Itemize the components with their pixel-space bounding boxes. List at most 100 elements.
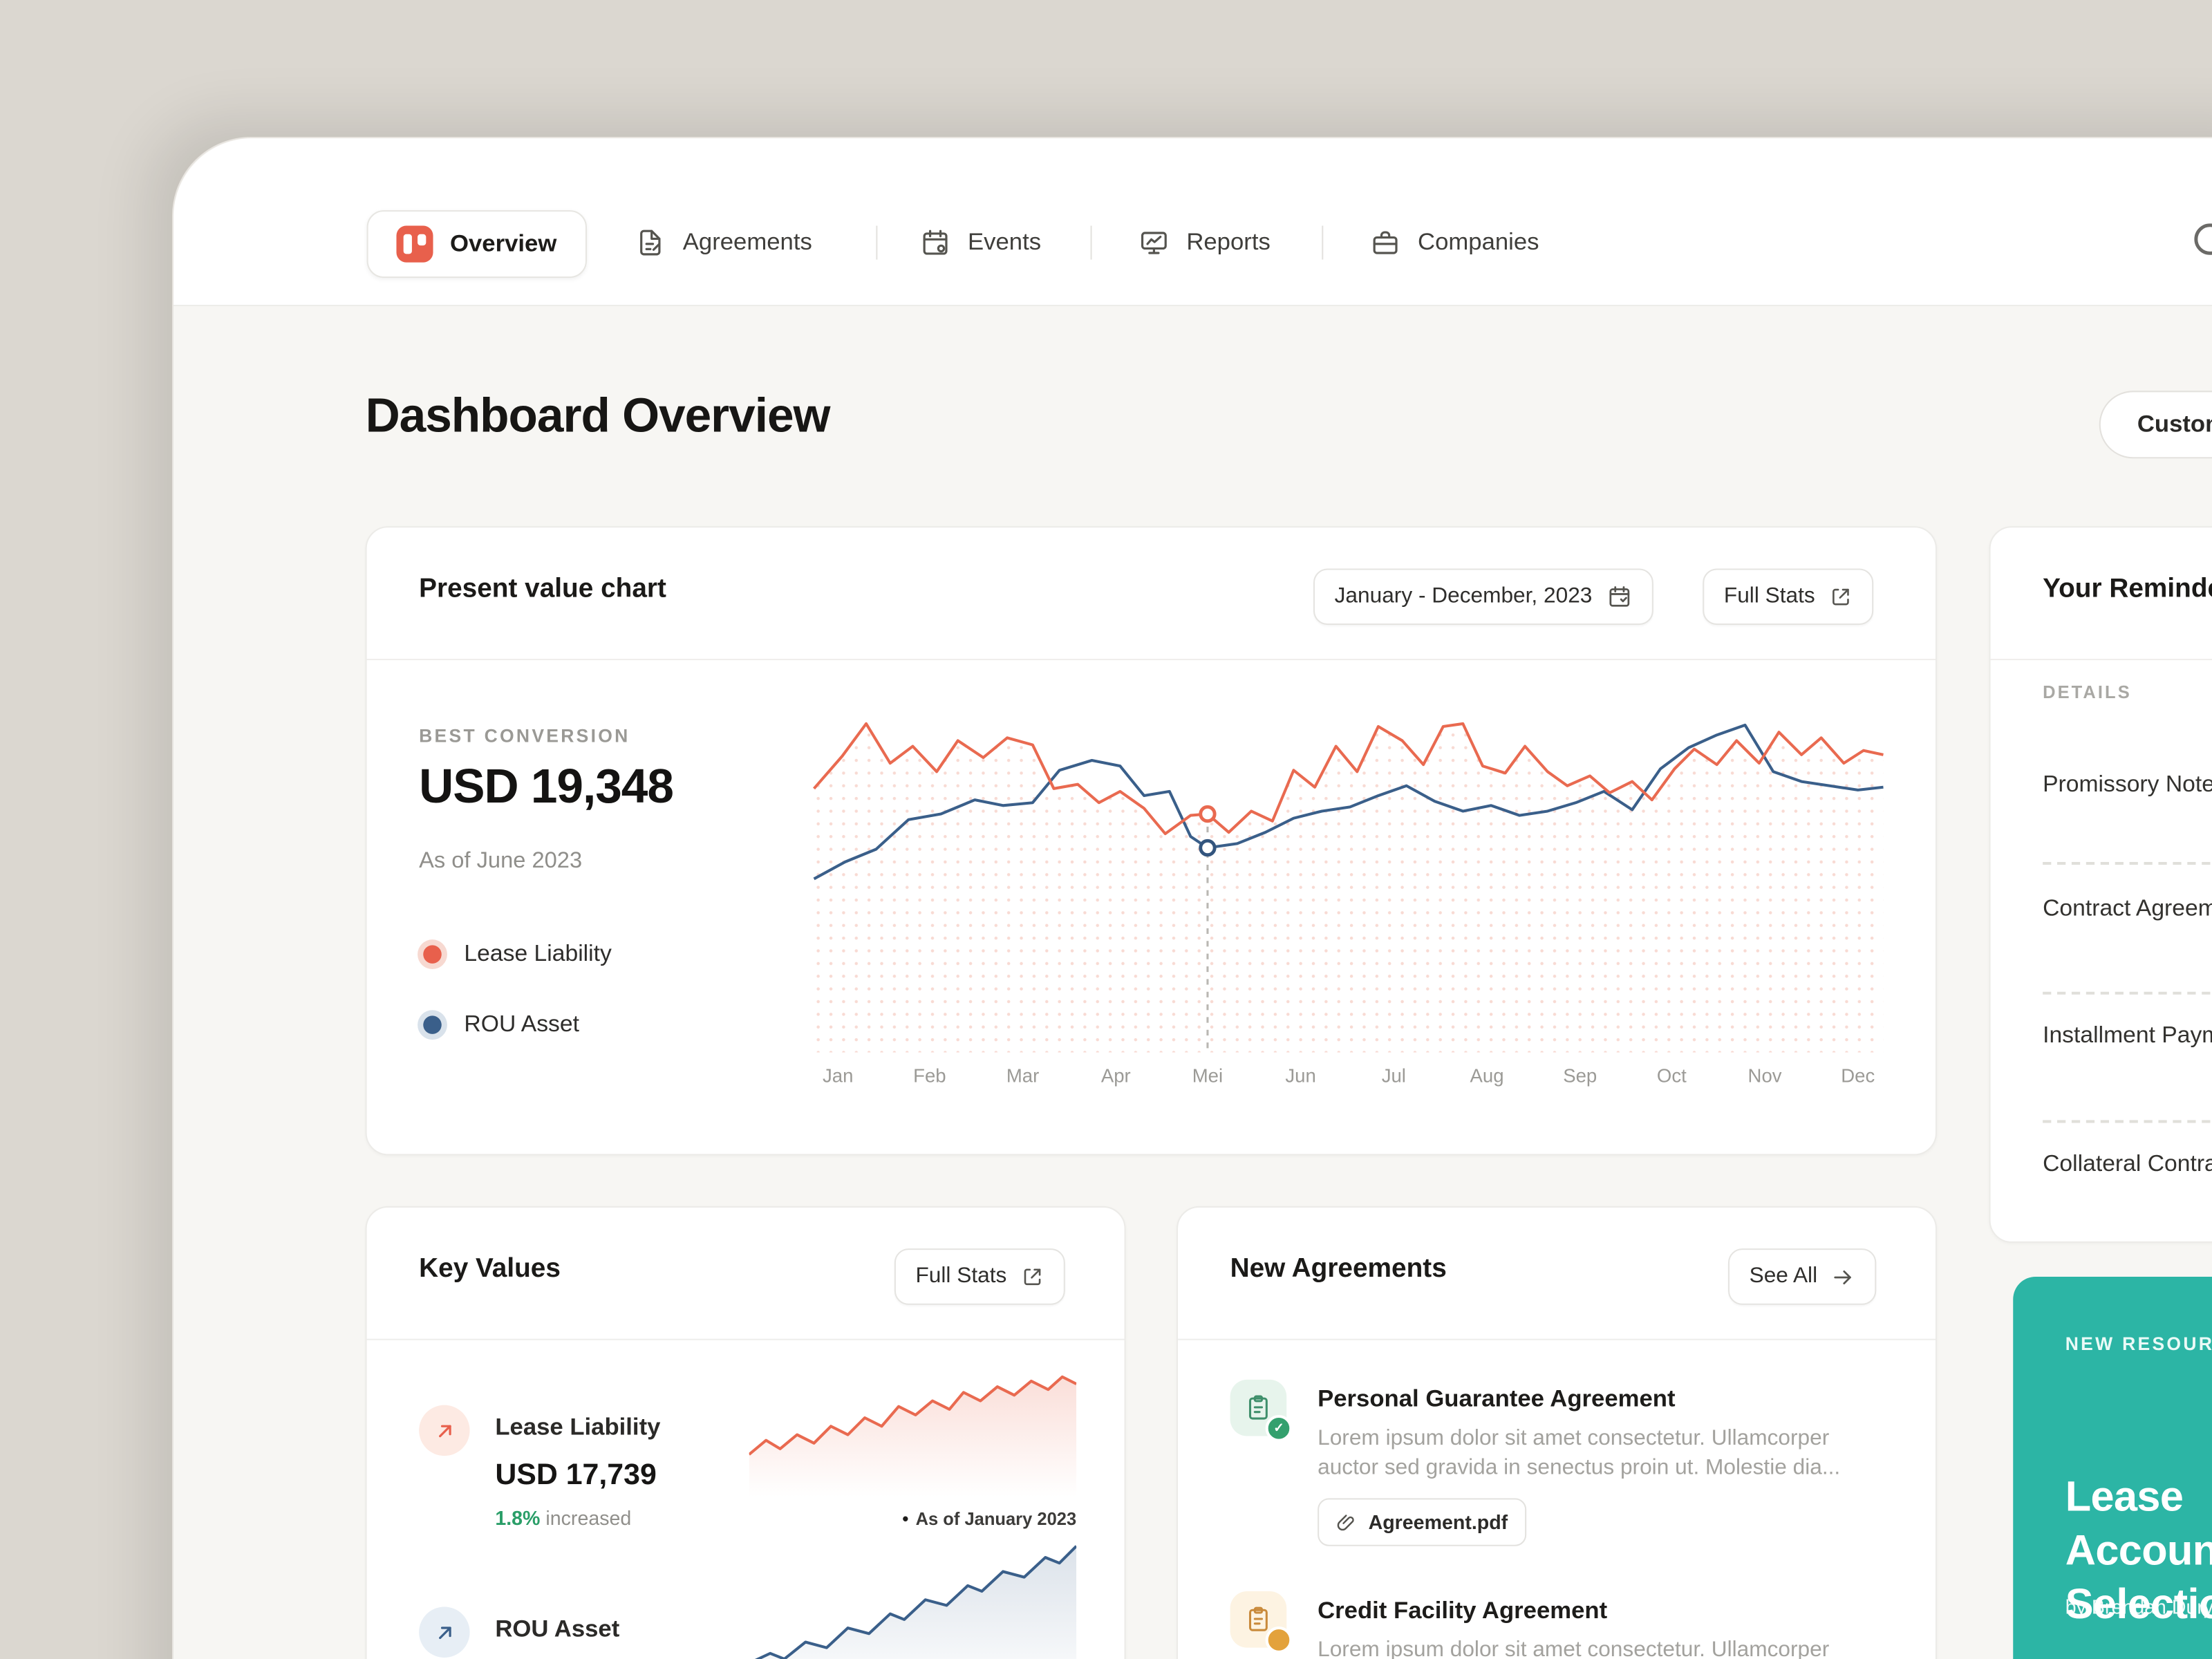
agreement-title[interactable]: Personal Guarantee Agreement xyxy=(1318,1385,1676,1412)
card-title: New Agreements xyxy=(1230,1254,1447,1284)
reminder-item[interactable]: Contract Agreement xyxy=(2043,895,2212,921)
see-all-label: See All xyxy=(1749,1264,1818,1288)
customize-button[interactable]: Customize xyxy=(2099,391,2212,459)
svg-text:Aug: Aug xyxy=(1470,1065,1504,1086)
see-all-button[interactable]: See All xyxy=(1728,1248,1877,1305)
divider xyxy=(366,659,1936,661)
card-title: Key Values xyxy=(419,1254,561,1284)
tab-companies[interactable]: Companies xyxy=(1370,210,1539,275)
card-title: Your Reminders xyxy=(2043,574,2212,604)
search-icon[interactable] xyxy=(2188,217,2212,265)
nav-divider xyxy=(876,225,878,260)
sparkline-caption: • As of January 2023 xyxy=(902,1509,1077,1530)
nav-divider xyxy=(1322,225,1324,260)
lease-liability-sparkline xyxy=(749,1375,1077,1497)
page-title: Dashboard Overview xyxy=(365,389,831,443)
reminder-item[interactable]: Collateral Contract xyxy=(2043,1151,2212,1177)
external-link-icon xyxy=(1021,1266,1044,1288)
document-pen-icon xyxy=(635,227,666,259)
key-value-label: ROU Asset xyxy=(495,1615,620,1642)
calendar-check-icon xyxy=(1606,584,1632,610)
dashed-divider xyxy=(2043,1120,2212,1123)
briefcase-icon xyxy=(1370,227,1401,259)
attachment-name: Agreement.pdf xyxy=(1368,1510,1508,1534)
card-title: Present value chart xyxy=(419,574,666,604)
tab-reports[interactable]: Reports xyxy=(1138,210,1271,275)
marker-point-blue xyxy=(1199,838,1217,857)
legend-dot-red xyxy=(423,945,442,964)
tab-events[interactable]: Events xyxy=(920,210,1041,275)
tab-label: Agreements xyxy=(682,228,812,256)
monitor-chart-icon xyxy=(1138,227,1170,259)
best-conversion-value: USD 19,348 xyxy=(419,760,674,814)
legend-lease-liability: Lease Liability xyxy=(423,941,612,968)
reminder-item[interactable]: Promissory Note xyxy=(2043,771,2212,798)
agreement-title[interactable]: Credit Facility Agreement xyxy=(1318,1597,1608,1624)
full-stats-label: Full Stats xyxy=(915,1264,1007,1288)
divider xyxy=(366,1338,1125,1340)
as-of-label: As of June 2023 xyxy=(419,849,583,874)
full-stats-button[interactable]: Full Stats xyxy=(894,1248,1065,1305)
dashed-divider xyxy=(2043,861,2212,865)
present-value-card: Present value chart January - December, … xyxy=(365,526,1938,1156)
x-axis-month-labels: Jan Feb Mar Apr Mei Jun Jul Aug Sep Oct Nov Dec xyxy=(823,1065,1875,1086)
full-stats-label: Full Stats xyxy=(1723,583,1815,608)
date-range-label: January - December, 2023 xyxy=(1334,583,1593,608)
dashed-divider xyxy=(2043,991,2212,995)
trend-up-icon xyxy=(419,1405,470,1456)
new-agreements-card: New Agreements See All ✓ Personal Guaran… xyxy=(1177,1206,1938,1659)
key-value-label: Lease Liability xyxy=(495,1413,661,1441)
svg-text:Sep: Sep xyxy=(1563,1065,1597,1086)
svg-text:Nov: Nov xyxy=(1748,1065,1782,1086)
marker-point-red xyxy=(1199,805,1217,823)
legend-label: Lease Liability xyxy=(464,941,612,966)
agreement-description: Lorem ipsum dolor sit amet consectetur. … xyxy=(1318,1638,1830,1659)
date-range-button[interactable]: January - December, 2023 xyxy=(1313,568,1653,626)
top-navbar: Overview Agreements Events xyxy=(174,138,2212,306)
bullet: • xyxy=(902,1509,909,1530)
tab-label: Overview xyxy=(450,229,557,257)
svg-text:Jul: Jul xyxy=(1382,1065,1406,1086)
agreement-description: Lorem ipsum dolor sit amet consectetur. … xyxy=(1318,1426,1841,1480)
divider xyxy=(1178,1338,1936,1340)
rou-asset-line xyxy=(813,723,1884,881)
details-section-label: DETAILS xyxy=(2043,682,2132,703)
tab-label: Events xyxy=(968,228,1042,256)
attachment-chip[interactable]: Agreement.pdf xyxy=(1318,1498,1526,1546)
full-stats-button[interactable]: Full Stats xyxy=(1703,568,1873,626)
new-resources-promo-card[interactable]: NEW RESOURCES Lease Accounting Selection… xyxy=(2013,1276,2212,1659)
reminder-item[interactable]: Installment Payment xyxy=(2043,1022,2212,1049)
tab-label: Reports xyxy=(1186,228,1271,256)
svg-text:Mar: Mar xyxy=(1006,1065,1039,1086)
rou-asset-sparkline xyxy=(754,1545,1077,1659)
lease-liability-area xyxy=(814,723,1884,1053)
tab-overview[interactable]: Overview xyxy=(366,210,587,279)
legend-rou-asset: ROU Asset xyxy=(423,1011,579,1038)
pending-badge xyxy=(1265,1627,1293,1653)
tab-agreements[interactable]: Agreements xyxy=(635,210,812,275)
tab-label: Companies xyxy=(1418,228,1539,256)
lease-liability-line xyxy=(813,722,1884,836)
svg-text:Oct: Oct xyxy=(1657,1065,1687,1086)
key-value-amount: USD 17,739 xyxy=(495,1459,657,1492)
svg-text:Dec: Dec xyxy=(1841,1065,1875,1086)
present-value-line-chart[interactable]: Jan Feb Mar Apr Mei Jun Jul Aug Sep Oct Nov Dec xyxy=(803,706,1892,1098)
clipboard-check-icon: ✓ xyxy=(1230,1379,1293,1442)
trend-up-icon xyxy=(419,1606,470,1658)
nav-divider xyxy=(1090,225,1092,260)
reminders-card: Your Reminders DETAILS Promissory Note C… xyxy=(1989,526,2212,1243)
svg-text:Apr: Apr xyxy=(1101,1065,1131,1086)
calendar-icon xyxy=(920,227,951,259)
overview-icon xyxy=(396,225,433,263)
divider xyxy=(1990,659,2212,661)
svg-text:Jun: Jun xyxy=(1285,1065,1315,1086)
svg-text:Mei: Mei xyxy=(1192,1065,1223,1086)
key-value-delta: 1.8% increased xyxy=(495,1507,631,1530)
svg-text:Feb: Feb xyxy=(913,1065,946,1086)
svg-text:Jan: Jan xyxy=(823,1065,853,1086)
legend-label: ROU Asset xyxy=(464,1011,579,1037)
promo-byline: by Brendan Duryea xyxy=(2065,1595,2212,1618)
clipboard-pending-icon xyxy=(1230,1591,1293,1653)
check-badge: ✓ xyxy=(1265,1414,1293,1442)
